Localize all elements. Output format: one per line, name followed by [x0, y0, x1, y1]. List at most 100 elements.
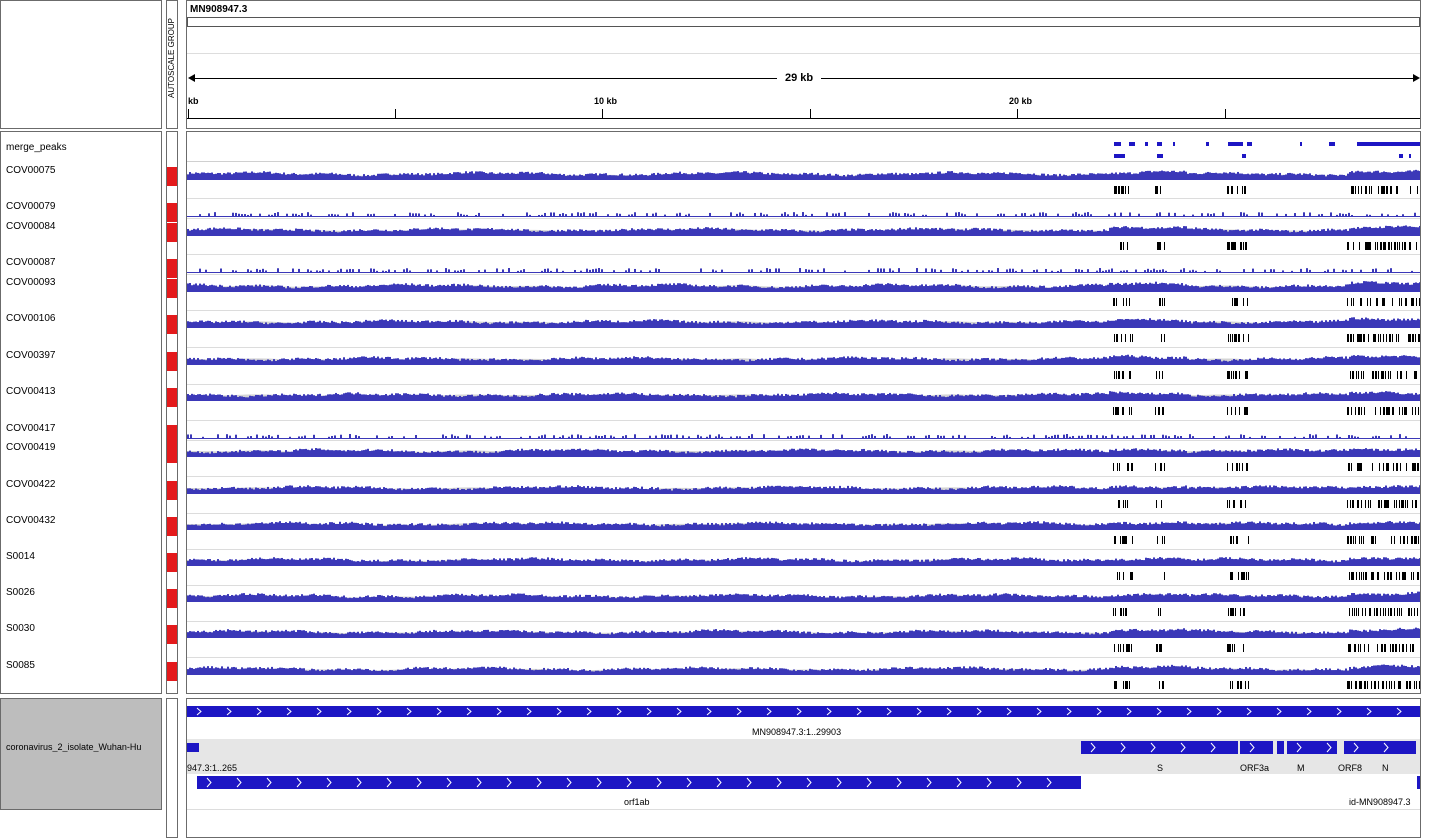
chromosome-ideogram[interactable]	[187, 17, 1420, 27]
autoscale-group-attribute[interactable]	[167, 279, 177, 298]
track-name[interactable]: COV00075	[6, 165, 56, 176]
mismatch-marks	[1114, 186, 1418, 194]
coverage-track	[187, 317, 1420, 342]
autoscale-group-attribute[interactable]	[167, 481, 177, 500]
mismatch-marks	[1113, 463, 1419, 471]
coverage-track	[187, 485, 1420, 508]
autoscale-group-attribute[interactable]	[167, 444, 177, 463]
track-name[interactable]: COV00093	[6, 277, 56, 288]
autoscale-group-attribute[interactable]	[167, 352, 177, 371]
span-arrow-left-icon	[188, 74, 195, 82]
coverage-track	[187, 212, 1420, 217]
gene-name-orf8: ORF8	[1338, 763, 1363, 773]
autoscale-group-attribute[interactable]	[167, 425, 177, 444]
autoscale-group-attribute[interactable]	[167, 662, 177, 681]
id-label: id-MN908947.3	[1349, 797, 1411, 807]
coverage-track	[187, 281, 1420, 306]
mismatch-marks	[1114, 644, 1414, 652]
coverage-tracks	[187, 142, 1420, 689]
header-attribute-panel: AUTOSCALE GROUP	[166, 0, 178, 129]
ruler-tick	[1017, 109, 1018, 118]
ruler[interactable]: 29 kb kb 10 kb 20 kb	[187, 56, 1420, 128]
orf1ab-feature	[197, 776, 1420, 789]
chromosome-name: MN908947.3	[190, 4, 248, 15]
coverage-track	[187, 354, 1420, 379]
track-name[interactable]: COV00422	[6, 479, 56, 490]
mismatch-marks	[1113, 298, 1420, 306]
ruler-tick	[602, 109, 603, 118]
autoscale-group-attribute[interactable]	[167, 259, 177, 278]
feature-attribute-panel	[166, 698, 178, 838]
ideogram-divider	[187, 53, 1420, 54]
coverage-track	[187, 627, 1420, 652]
autoscale-group-attribute[interactable]	[167, 388, 177, 407]
feature-track-name: coronavirus_2_isolate_Wuhan-Hu	[6, 742, 142, 752]
ruler-minor-tick	[810, 109, 811, 118]
mismatch-marks	[1114, 334, 1420, 342]
track-name[interactable]: COV00419	[6, 442, 56, 453]
coverage-track	[187, 434, 1420, 439]
gene-name-m: M	[1297, 763, 1305, 773]
autoscale-group-attribute[interactable]	[167, 315, 177, 334]
mismatch-marks	[1113, 608, 1418, 616]
autoscale-group-attribute[interactable]	[167, 167, 177, 186]
feature-track-name-panel[interactable]: coronavirus_2_isolate_Wuhan-Hu	[0, 698, 162, 810]
gene-name-orf3a: ORF3a	[1240, 763, 1270, 773]
track-name[interactable]: COV00397	[6, 350, 56, 361]
feature-data-panel[interactable]: MN908947.3:1..29903 947.3:1..265 S ORF3a…	[186, 698, 1421, 838]
track-name[interactable]: S0085	[6, 660, 35, 671]
mismatch-marks	[1114, 536, 1419, 544]
ruler-tick	[188, 109, 189, 118]
ruler-minor-tick	[395, 109, 396, 118]
mismatch-marks	[1114, 681, 1420, 689]
coverage-track	[187, 448, 1420, 471]
header-name-panel	[0, 0, 162, 129]
track-name[interactable]: COV00087	[6, 257, 56, 268]
ruler-tick-label: kb	[188, 96, 199, 106]
ruler-baseline	[187, 118, 1420, 119]
gene-name-s: S	[1157, 763, 1164, 773]
autoscale-group-attribute[interactable]	[167, 517, 177, 536]
track-name[interactable]: COV00079	[6, 201, 56, 212]
track-name[interactable]: COV00432	[6, 515, 56, 526]
track-name[interactable]: COV00413	[6, 386, 56, 397]
attribute-header-label: AUTOSCALE GROUP	[167, 18, 176, 98]
merge-peaks-track	[1114, 142, 1420, 158]
header-data-panel: MN908947.3 29 kb kb 10 kb 20 kb	[186, 0, 1421, 129]
coverage-track	[187, 169, 1420, 194]
attribute-panel	[166, 131, 178, 694]
merge-peaks-name[interactable]: merge_peaks	[6, 142, 67, 153]
coverage-track	[187, 664, 1420, 689]
autoscale-group-attribute[interactable]	[167, 625, 177, 644]
mismatch-marks	[1114, 371, 1417, 379]
coverage-track	[187, 268, 1420, 273]
span-label: 29 kb	[777, 72, 822, 84]
coverage-track	[187, 557, 1420, 580]
ruler-minor-tick	[1225, 109, 1226, 118]
track-name[interactable]: COV00084	[6, 221, 56, 232]
autoscale-group-attribute[interactable]	[167, 553, 177, 572]
track-name[interactable]: COV00106	[6, 313, 56, 324]
ruler-tick-label: 10 kb	[594, 96, 618, 106]
autoscale-group-attribute[interactable]	[167, 203, 177, 222]
feature-divider	[187, 809, 1420, 810]
gene-name-n: N	[1382, 763, 1389, 773]
track-name[interactable]: S0014	[6, 551, 35, 562]
coverage-track	[187, 225, 1420, 250]
coverage-track	[187, 591, 1420, 616]
autoscale-group-attribute[interactable]	[167, 223, 177, 242]
autoscale-group-attribute[interactable]	[167, 589, 177, 608]
gene-features	[187, 706, 1420, 789]
track-name[interactable]: S0030	[6, 623, 35, 634]
cds-features	[187, 741, 1416, 754]
coverage-track	[187, 521, 1420, 544]
track-name[interactable]: COV00417	[6, 423, 56, 434]
coverage-track	[187, 391, 1420, 415]
track-name[interactable]: S0026	[6, 587, 35, 598]
gene-label: MN908947.3:1..29903	[752, 727, 842, 737]
mismatch-marks	[1118, 500, 1417, 508]
ruler-tick-label: 20 kb	[1009, 96, 1033, 106]
track-name-panel: merge_peaks COV00075 COV00079 COV00084 COV00…	[0, 131, 162, 694]
data-panel[interactable]	[186, 131, 1421, 694]
orf1ab-label: orf1ab	[624, 797, 650, 807]
